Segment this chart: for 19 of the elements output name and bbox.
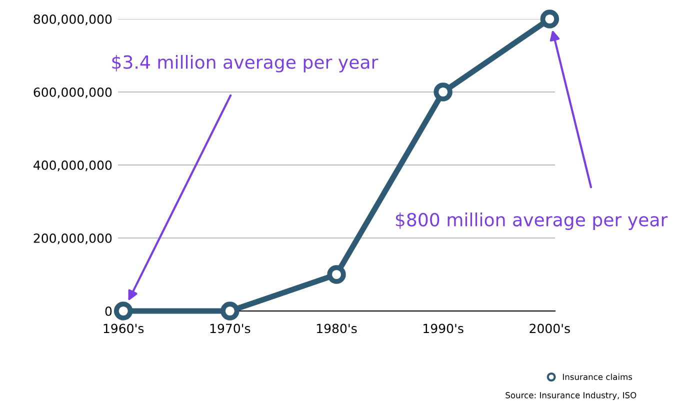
x-tick-label: 2000's bbox=[530, 324, 570, 334]
point bbox=[114, 302, 133, 320]
x-tick-label: 1960's bbox=[104, 324, 144, 334]
point bbox=[220, 302, 240, 320]
y-tick-label: 600,000,000 bbox=[34, 87, 112, 98]
annotation: $800 million average per year bbox=[396, 212, 668, 230]
y-tick-label: 400,000,000 bbox=[34, 160, 112, 172]
x-tick-label: 1980's bbox=[316, 324, 357, 334]
y-tick-label: 800,000,000 bbox=[34, 14, 112, 26]
y-tick-label: 200,000,000 bbox=[34, 233, 112, 244]
annotation: $3.4 million average per year bbox=[112, 54, 378, 72]
point bbox=[327, 265, 346, 284]
x-tick-label: 1990's bbox=[424, 324, 464, 334]
y-tick-label: 0 bbox=[105, 306, 112, 316]
point bbox=[434, 82, 452, 102]
source-note: Source: Insurance Industry, ISO bbox=[506, 392, 636, 400]
point bbox=[540, 10, 560, 28]
x-tick-label: 1970's bbox=[210, 324, 250, 334]
legend-label: Insurance claims bbox=[562, 374, 632, 380]
